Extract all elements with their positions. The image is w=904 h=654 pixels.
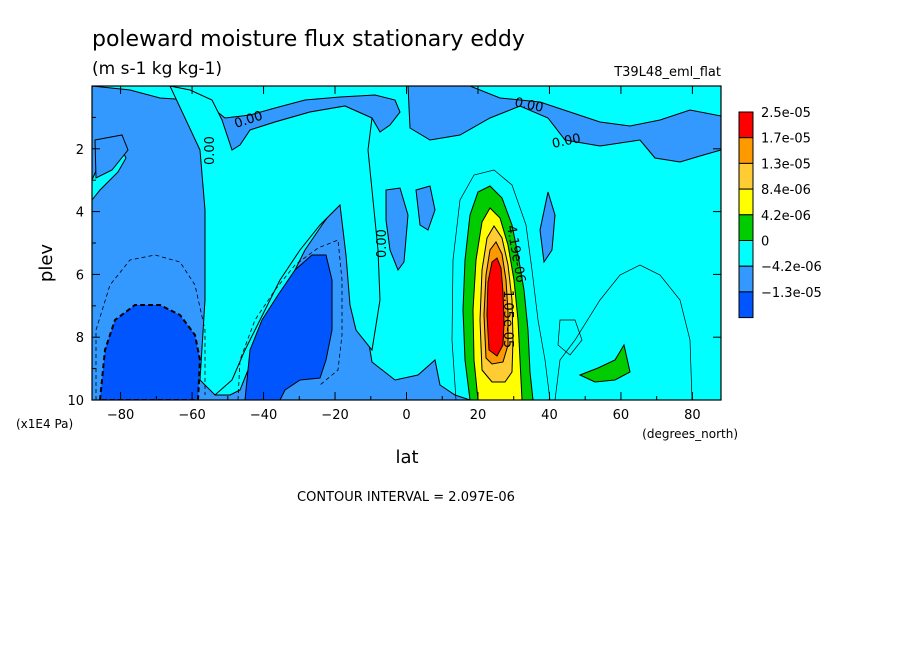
region-strong-negative-a <box>98 304 202 400</box>
legend-swatch-6 <box>738 265 754 293</box>
contour-thin-east <box>554 264 693 400</box>
region-negative-blob-b <box>415 185 436 231</box>
region-negative-blob-c <box>539 191 556 264</box>
contour-thin-mid <box>557 319 583 356</box>
legend-swatch-2 <box>738 162 754 190</box>
region-positive-red <box>486 257 505 357</box>
legend-swatch-5 <box>738 240 754 267</box>
y-axis: 2 4 6 8 10 <box>67 116 721 409</box>
contour-label-3: 0.00 <box>513 95 544 116</box>
y-axis-units: (x1E4 Pa) <box>16 417 73 431</box>
contour-field: 0.00 0.00 0.00 0.00 0.00 4.19e-06 1.05e-… <box>92 86 721 400</box>
run-label: T39L48_eml_flat <box>613 65 721 80</box>
legend-swatch-7 <box>738 291 754 319</box>
chart-title: poleward moisture flux stationary eddy <box>92 27 525 52</box>
legend-label-1: 1.7e-05 <box>761 132 811 147</box>
x-axis-label: lat <box>395 447 418 468</box>
legend-label-5: 0 <box>761 235 769 250</box>
legend-swatch-1 <box>738 137 754 164</box>
x-tick-label-4: 0 <box>402 408 410 423</box>
y-tick-label-4: 10 <box>67 394 84 409</box>
contour-interval-note: CONTOUR INTERVAL = 2.097E-06 <box>297 490 515 505</box>
region-negative-west <box>92 86 471 400</box>
legend-swatch-3 <box>738 188 754 216</box>
region-positive-blob-east <box>578 343 631 383</box>
region-zero-pocket <box>469 86 721 127</box>
contour-label-1: 0.00 <box>203 136 218 165</box>
region-negative-blob-d <box>94 134 129 179</box>
contour-label-4: 0.00 <box>551 131 582 152</box>
y-tick-label-0: 2 <box>76 143 84 158</box>
colorbar-legend: 2.5e-05 1.7e-05 1.3e-05 8.4e-06 4.2e-06 0 −4.2… <box>738 106 822 319</box>
chart-subtitle: (m s-1 kg kg-1) <box>92 59 222 79</box>
x-tick-label-6: 40 <box>541 408 558 423</box>
x-tick-label-5: 20 <box>470 408 487 423</box>
contour-thin-jet <box>451 169 551 400</box>
legend-label-3: 8.4e-06 <box>761 183 811 198</box>
x-tick-label-2: −40 <box>250 408 277 423</box>
contour-label-7: 1.05e-05 <box>500 290 515 348</box>
x-tick-label-0: −80 <box>107 408 134 423</box>
contour-label-5: 0.00 <box>375 229 390 258</box>
contour-dashed-west <box>95 254 206 400</box>
legend-swatch-0 <box>738 111 754 139</box>
y-tick-label-3: 8 <box>76 331 84 346</box>
x-axis: −80 −60 −40 −20 0 20 40 60 80 <box>107 86 701 423</box>
y-tick-label-1: 4 <box>76 206 84 221</box>
legend-swatch-4 <box>738 214 754 242</box>
region-negative-blob-a <box>385 187 409 272</box>
legend-label-7: −1.3e-05 <box>761 286 822 301</box>
legend-label-2: 1.3e-05 <box>761 157 811 172</box>
x-tick-label-1: −60 <box>178 408 205 423</box>
legend-label-0: 2.5e-05 <box>761 106 811 121</box>
legend-label-4: 4.2e-06 <box>761 209 811 224</box>
region-strong-negative-b <box>244 254 333 400</box>
x-axis-units: (degrees_north) <box>642 427 738 441</box>
x-tick-label-3: −20 <box>321 408 348 423</box>
legend-label-6: −4.2e-06 <box>761 260 822 275</box>
y-tick-label-2: 6 <box>76 268 84 283</box>
y-axis-label: plev <box>36 244 57 283</box>
region-zero-column <box>169 86 381 396</box>
x-tick-label-8: 80 <box>684 408 701 423</box>
x-tick-label-7: 60 <box>613 408 630 423</box>
